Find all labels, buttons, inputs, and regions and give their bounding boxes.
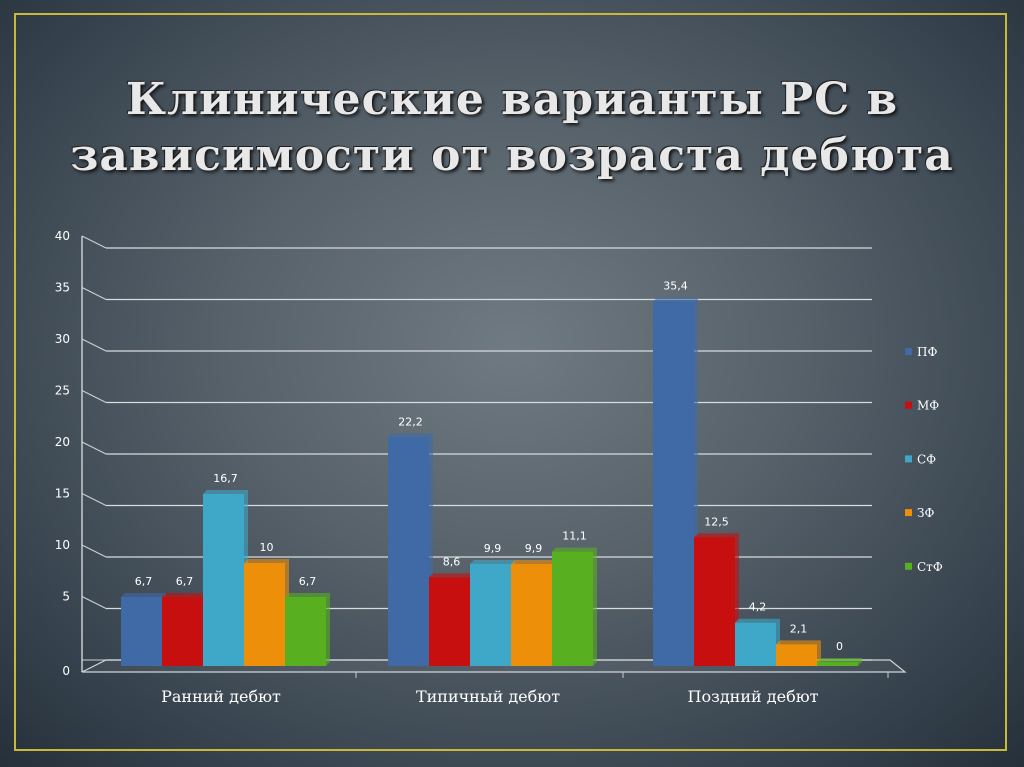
slide-title: Клинические варианты РС в зависимости от… bbox=[70, 74, 954, 181]
y-tick-label: 25 bbox=[55, 384, 70, 398]
gridline-perspective bbox=[81, 338, 107, 352]
category-label: Типичный дебют bbox=[416, 687, 560, 706]
data-label: 4,2 bbox=[749, 601, 767, 614]
gridline-perspective bbox=[81, 390, 107, 403]
data-label: 16,7 bbox=[213, 472, 238, 485]
bar-ЗФ bbox=[244, 563, 285, 666]
bar-СФ bbox=[203, 493, 244, 666]
data-label: 2,1 bbox=[790, 622, 808, 635]
legend-swatch bbox=[905, 348, 912, 355]
legend-label: МФ bbox=[917, 399, 939, 413]
legend-swatch bbox=[905, 509, 912, 517]
data-label: 0 bbox=[836, 640, 843, 653]
bar-ЗФ bbox=[511, 564, 552, 666]
y-tick-label: 20 bbox=[55, 435, 70, 449]
legend-label: СФ bbox=[917, 452, 936, 466]
legend-swatch bbox=[905, 401, 912, 409]
legend-label: ЗФ bbox=[917, 506, 934, 520]
gridline-perspective bbox=[81, 493, 107, 506]
data-label: 12,5 bbox=[704, 515, 729, 528]
data-label: 22,2 bbox=[398, 415, 423, 428]
gridline-perspective bbox=[81, 441, 107, 455]
category-label: Поздний дебют bbox=[688, 687, 819, 706]
slide-frame bbox=[14, 13, 1007, 751]
y-tick-label: 35 bbox=[55, 281, 70, 295]
category-label: Ранний дебют bbox=[161, 687, 281, 706]
y-tick-label: 40 bbox=[55, 229, 70, 243]
legend-swatch bbox=[905, 562, 912, 570]
data-label: 10 bbox=[260, 541, 274, 554]
bar-СтФ bbox=[285, 596, 326, 666]
gridline-perspective bbox=[81, 287, 107, 300]
bar-СФ bbox=[735, 622, 776, 666]
data-label: 6,7 bbox=[299, 575, 317, 588]
data-label: 11,1 bbox=[562, 530, 587, 543]
bar-МФ bbox=[162, 596, 203, 666]
data-label: 9,9 bbox=[525, 542, 543, 555]
gridline-perspective bbox=[81, 235, 107, 249]
gridline-perspective bbox=[81, 596, 107, 609]
data-label: 8,6 bbox=[443, 555, 461, 568]
data-label: 35,4 bbox=[663, 279, 688, 292]
y-tick-label: 15 bbox=[55, 487, 70, 501]
y-tick-label: 0 bbox=[62, 664, 70, 678]
bar-ПФ bbox=[121, 596, 162, 666]
legend-swatch bbox=[905, 455, 912, 463]
y-tick-label: 5 bbox=[62, 590, 70, 604]
y-tick-label: 30 bbox=[55, 332, 70, 346]
bar-МФ bbox=[429, 577, 470, 666]
bar-МФ bbox=[694, 537, 735, 666]
bar-СтФ bbox=[817, 662, 858, 666]
bar-СФ bbox=[470, 564, 511, 666]
bar-ЗФ bbox=[776, 644, 817, 666]
data-label: 6,7 bbox=[176, 575, 194, 588]
data-label: 6,7 bbox=[135, 575, 153, 588]
data-label: 9,9 bbox=[484, 542, 502, 555]
bar-СтФ bbox=[552, 551, 593, 666]
y-tick-label: 10 bbox=[55, 538, 70, 552]
legend-label: СтФ bbox=[917, 560, 943, 574]
bar-ПФ bbox=[388, 437, 429, 666]
gridline-perspective bbox=[81, 544, 107, 558]
bar-ПФ bbox=[653, 301, 694, 666]
legend-label: ПФ bbox=[917, 345, 937, 359]
